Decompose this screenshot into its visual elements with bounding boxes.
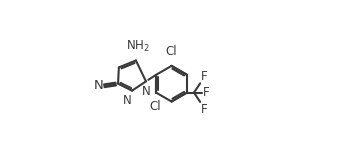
Text: F: F xyxy=(201,103,207,116)
Text: Cl: Cl xyxy=(150,100,161,113)
Text: N: N xyxy=(122,94,131,107)
Text: Cl: Cl xyxy=(165,45,176,58)
Text: N: N xyxy=(94,79,103,92)
Text: NH$_2$: NH$_2$ xyxy=(126,39,150,54)
Text: F: F xyxy=(201,70,207,82)
Text: N: N xyxy=(142,85,151,98)
Text: F: F xyxy=(203,86,210,99)
